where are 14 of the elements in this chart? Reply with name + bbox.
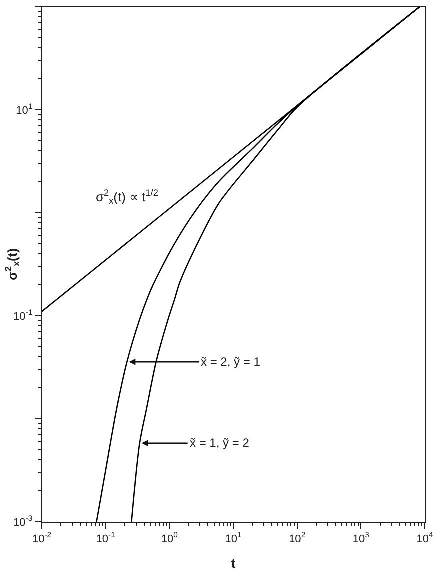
x-tick-label: 10$^{-2}$ <box>32 530 52 546</box>
annotation: σ$^{2}$$_{x}$(t) ∝ t$^{1/2}$ <box>96 188 158 206</box>
x-tick-label: 10$^{3}$ <box>352 530 370 546</box>
y-tick-label: 10$^{-3}$ <box>14 514 33 529</box>
annotation: x̃ = 2, ỹ = 1 <box>201 355 261 369</box>
x-tick-label: 10$^{0}$ <box>161 530 178 546</box>
x-tick-label: 10$^{2}$ <box>289 530 306 546</box>
annotation: x̃ = 1, ỹ = 2 <box>190 436 250 450</box>
x-tick-label: 10$^{4}$ <box>416 530 434 546</box>
y-tick-label: 10$^{-1}$ <box>14 308 33 323</box>
x-tick-label: 10$^{-1}$ <box>96 530 116 546</box>
y-tick-label: 10$^{1}$ <box>16 102 33 117</box>
x-tick-label: 10$^{1}$ <box>225 530 242 546</box>
x-axis-title: t <box>231 556 236 571</box>
